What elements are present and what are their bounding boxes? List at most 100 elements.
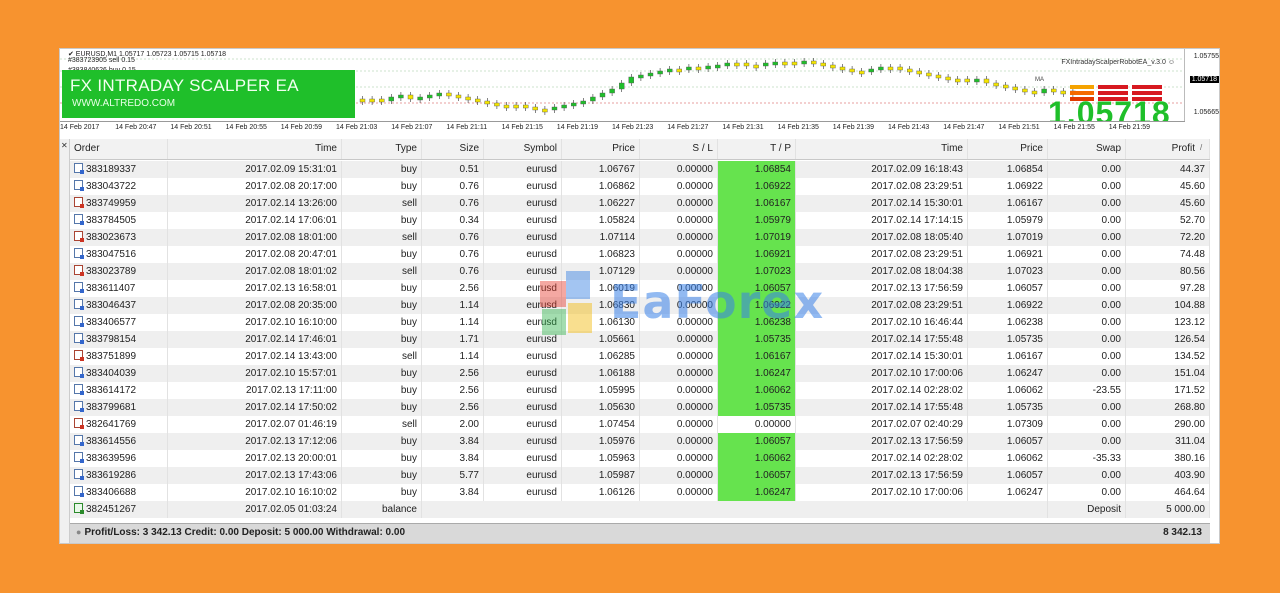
buy-order-icon bbox=[74, 486, 84, 498]
cell-profit: 74.48 bbox=[1126, 246, 1210, 263]
col-swap[interactable]: Swap bbox=[1048, 139, 1126, 159]
table-row[interactable]: 383784505 2017.02.14 17:06:01 buy 0.34 eurus… bbox=[70, 212, 1210, 229]
cell-size: 0.51 bbox=[422, 161, 484, 178]
sell-order-icon bbox=[74, 197, 84, 209]
buy-order-icon bbox=[74, 333, 84, 345]
table-row[interactable]: 383751899 2017.02.14 13:43:00 sell 1.14 euru… bbox=[70, 348, 1210, 365]
col-size[interactable]: Size bbox=[422, 139, 484, 159]
cell-symbol: eurusd bbox=[484, 331, 562, 348]
table-row[interactable]: 383611407 2017.02.13 16:58:01 buy 2.56 eurus… bbox=[70, 280, 1210, 297]
table-row[interactable]: 383043722 2017.02.08 20:17:00 buy 0.76 eurus… bbox=[70, 178, 1210, 195]
table-row[interactable]: 383046437 2017.02.08 20:35:00 buy 1.14 eurus… bbox=[70, 297, 1210, 314]
table-row[interactable]: 383406688 2017.02.10 16:10:02 buy 3.84 eurus… bbox=[70, 484, 1210, 501]
cell-size: 0.76 bbox=[422, 229, 484, 246]
order-id: 383751899 bbox=[86, 351, 137, 362]
cell-empty bbox=[422, 501, 1048, 518]
price-scale[interactable]: 1.05755 1.05718 1.05665 bbox=[1184, 49, 1219, 137]
table-row[interactable]: 383406577 2017.02.10 16:10:00 buy 1.14 eurus… bbox=[70, 314, 1210, 331]
order-line-sell: #383723905 sell 0.15 bbox=[68, 57, 135, 64]
candle bbox=[839, 66, 846, 71]
time-tick: 14 Feb 21:31 bbox=[722, 124, 764, 131]
candle bbox=[1003, 84, 1009, 89]
cell-sl: 0.00000 bbox=[640, 382, 718, 399]
balance-row[interactable]: 382451267 2017.02.05 01:03:24 balance Depos… bbox=[70, 501, 1210, 518]
col-price[interactable]: Price bbox=[562, 139, 640, 159]
cell-swap: 0.00 bbox=[1048, 212, 1126, 229]
cell-profit: 268.80 bbox=[1126, 399, 1210, 416]
cell-symbol: eurusd bbox=[484, 195, 562, 212]
cell-order: 383614172 bbox=[70, 382, 168, 399]
buy-order-icon bbox=[74, 282, 84, 294]
signal-bar bbox=[1070, 85, 1094, 89]
col-order[interactable]: Order bbox=[70, 139, 168, 159]
cell-swap: 0.00 bbox=[1048, 229, 1126, 246]
cell-symbol: eurusd bbox=[484, 229, 562, 246]
candle bbox=[993, 82, 999, 87]
cell-tp: 1.07023 bbox=[718, 263, 796, 280]
cell-size: 2.56 bbox=[422, 365, 484, 382]
cell-size: 1.14 bbox=[422, 348, 484, 365]
table-row[interactable]: 383619286 2017.02.13 17:43:06 buy 5.77 eurus… bbox=[70, 467, 1210, 484]
cell-order: 382641769 bbox=[70, 416, 168, 433]
cell-size: 1.14 bbox=[422, 314, 484, 331]
cell-size: 1.71 bbox=[422, 331, 484, 348]
col-symbol[interactable]: Symbol bbox=[484, 139, 562, 159]
cell-tp: 1.06167 bbox=[718, 195, 796, 212]
table-row[interactable]: 383749959 2017.02.14 13:26:00 sell 0.76 euru… bbox=[70, 195, 1210, 212]
cell-type: buy bbox=[342, 467, 422, 484]
cell-profit: 80.56 bbox=[1126, 263, 1210, 280]
table-row[interactable]: 383639596 2017.02.13 20:00:01 buy 3.84 eurus… bbox=[70, 450, 1210, 467]
col-profit[interactable]: Profit bbox=[1126, 139, 1210, 159]
table-row[interactable]: 383023789 2017.02.08 18:01:02 sell 0.76 euru… bbox=[70, 263, 1210, 280]
table-row[interactable]: 383799681 2017.02.14 17:50:02 buy 2.56 eurus… bbox=[70, 399, 1210, 416]
table-row[interactable]: 383798154 2017.02.14 17:46:01 buy 1.71 eurus… bbox=[70, 331, 1210, 348]
cell-sl: 0.00000 bbox=[640, 399, 718, 416]
cell-tp: 1.06921 bbox=[718, 246, 796, 263]
time-tick: 14 Feb 20:47 bbox=[115, 124, 157, 131]
cell-symbol: eurusd bbox=[484, 450, 562, 467]
table-row[interactable]: 383189337 2017.02.09 15:31:01 buy 0.51 eurus… bbox=[70, 161, 1210, 178]
col-type[interactable]: Type bbox=[342, 139, 422, 159]
order-id: 383023673 bbox=[86, 232, 137, 243]
col-close-time[interactable]: Time bbox=[796, 139, 968, 159]
ea-banner: FX INTRADAY SCALPER EA WWW.ALTREDO.COM bbox=[62, 70, 355, 118]
cell-order: 383639596 bbox=[70, 450, 168, 467]
candle bbox=[1051, 88, 1057, 93]
cell-time: 2017.02.14 13:43:00 bbox=[168, 348, 342, 365]
price-chart[interactable]: ✔ EURUSD,M1 1.05717 1.05723 1.05715 1.05… bbox=[60, 49, 1219, 138]
cell-profit: 123.12 bbox=[1126, 314, 1210, 331]
cell-swap: 0.00 bbox=[1048, 246, 1126, 263]
col-time[interactable]: Time bbox=[168, 139, 342, 159]
close-icon[interactable]: ✕ bbox=[61, 141, 68, 150]
cell-tp: 1.06854 bbox=[718, 161, 796, 178]
cell-tp: 1.06247 bbox=[718, 484, 796, 501]
col-tp[interactable]: T / P bbox=[718, 139, 796, 159]
signal-panel bbox=[1070, 85, 1162, 101]
cell-sl: 0.00000 bbox=[640, 263, 718, 280]
cell-size: 2.56 bbox=[422, 382, 484, 399]
cell-time2: 2017.02.14 17:55:48 bbox=[796, 331, 968, 348]
cell-size: 1.14 bbox=[422, 297, 484, 314]
cell-swap: 0.00 bbox=[1048, 433, 1126, 450]
table-row[interactable]: 382641769 2017.02.07 01:46:19 sell 2.00 euru… bbox=[70, 416, 1210, 433]
candle bbox=[628, 76, 634, 84]
cell-time2: 2017.02.08 23:29:51 bbox=[796, 178, 968, 195]
cell-deposit-label: Deposit bbox=[1048, 501, 1126, 518]
col-close-price[interactable]: Price bbox=[968, 139, 1048, 159]
buy-order-icon bbox=[74, 299, 84, 311]
table-row[interactable]: 383047516 2017.02.08 20:47:01 buy 0.76 eurus… bbox=[70, 246, 1210, 263]
candle bbox=[551, 106, 558, 111]
cell-price2: 1.05979 bbox=[968, 212, 1048, 229]
table-row[interactable]: 383614556 2017.02.13 17:12:06 buy 3.84 eurus… bbox=[70, 433, 1210, 450]
candle bbox=[830, 64, 836, 69]
candle bbox=[868, 68, 874, 73]
col-sl[interactable]: S / L bbox=[640, 139, 718, 159]
table-row[interactable]: 383404039 2017.02.10 15:57:01 buy 2.56 eurus… bbox=[70, 365, 1210, 382]
table-row[interactable]: 383614172 2017.02.13 17:11:00 buy 2.56 eurus… bbox=[70, 382, 1210, 399]
candle bbox=[1041, 88, 1047, 94]
sell-order-icon bbox=[74, 231, 84, 243]
cell-time2: 2017.02.13 17:56:59 bbox=[796, 433, 968, 450]
table-row[interactable]: 383023673 2017.02.08 18:01:00 sell 0.76 euru… bbox=[70, 229, 1210, 246]
time-tick: 14 Feb 21:03 bbox=[336, 124, 378, 131]
cell-time: 2017.02.13 20:00:01 bbox=[168, 450, 342, 467]
